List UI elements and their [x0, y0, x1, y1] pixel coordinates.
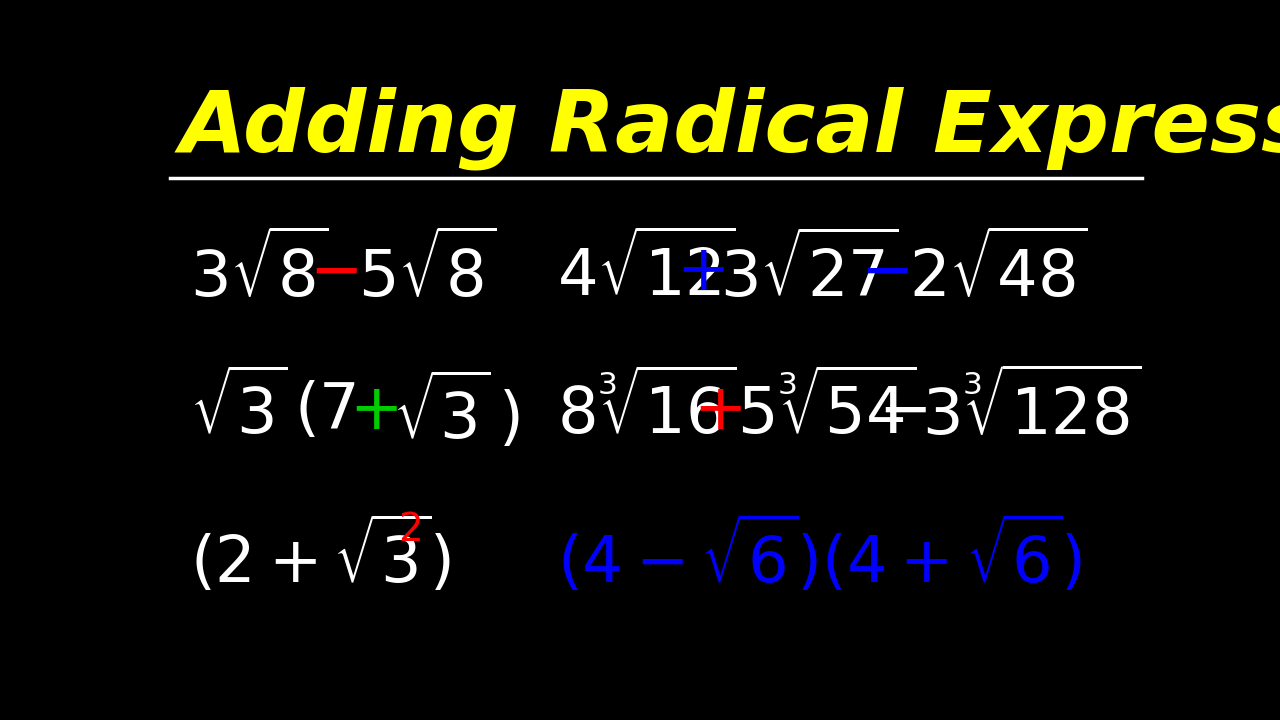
Text: $(4-\sqrt{6})(4+\sqrt{6})$: $(4-\sqrt{6})(4+\sqrt{6})$ — [557, 514, 1082, 595]
Text: $5\sqrt{8}$: $5\sqrt{8}$ — [358, 233, 497, 311]
Text: $5\sqrt[3]{54}$: $5\sqrt[3]{54}$ — [737, 373, 916, 449]
Text: $-$: $-$ — [310, 241, 358, 303]
Text: Adding Radical Expressions: Adding Radical Expressions — [179, 86, 1280, 170]
Text: $\sqrt{3}\,)$: $\sqrt{3}\,)$ — [393, 370, 520, 451]
Text: $3\sqrt{27}$: $3\sqrt{27}$ — [721, 234, 899, 310]
Text: $(7$: $(7$ — [294, 379, 356, 442]
Text: $-$: $-$ — [878, 379, 927, 442]
Text: $\sqrt{3}$: $\sqrt{3}$ — [189, 373, 287, 449]
Text: $3\sqrt[3]{128}$: $3\sqrt[3]{128}$ — [922, 372, 1142, 449]
Text: $8\sqrt[3]{16}$: $8\sqrt[3]{16}$ — [557, 373, 736, 449]
Text: $+$: $+$ — [676, 241, 724, 303]
Text: $+$: $+$ — [694, 379, 742, 442]
Text: $2\sqrt{48}$: $2\sqrt{48}$ — [909, 233, 1088, 311]
Text: $-$: $-$ — [860, 241, 909, 303]
Text: $2$: $2$ — [398, 511, 421, 549]
Text: $+$: $+$ — [349, 379, 398, 442]
Text: $3\sqrt{8}$: $3\sqrt{8}$ — [189, 233, 328, 311]
Text: $4\sqrt{12}$: $4\sqrt{12}$ — [557, 235, 735, 310]
Text: $(2+\sqrt{3})$: $(2+\sqrt{3})$ — [189, 514, 451, 595]
